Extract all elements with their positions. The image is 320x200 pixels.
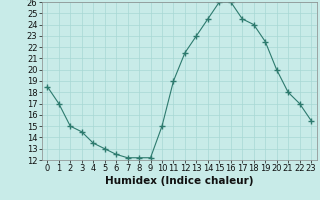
X-axis label: Humidex (Indice chaleur): Humidex (Indice chaleur)	[105, 176, 253, 186]
